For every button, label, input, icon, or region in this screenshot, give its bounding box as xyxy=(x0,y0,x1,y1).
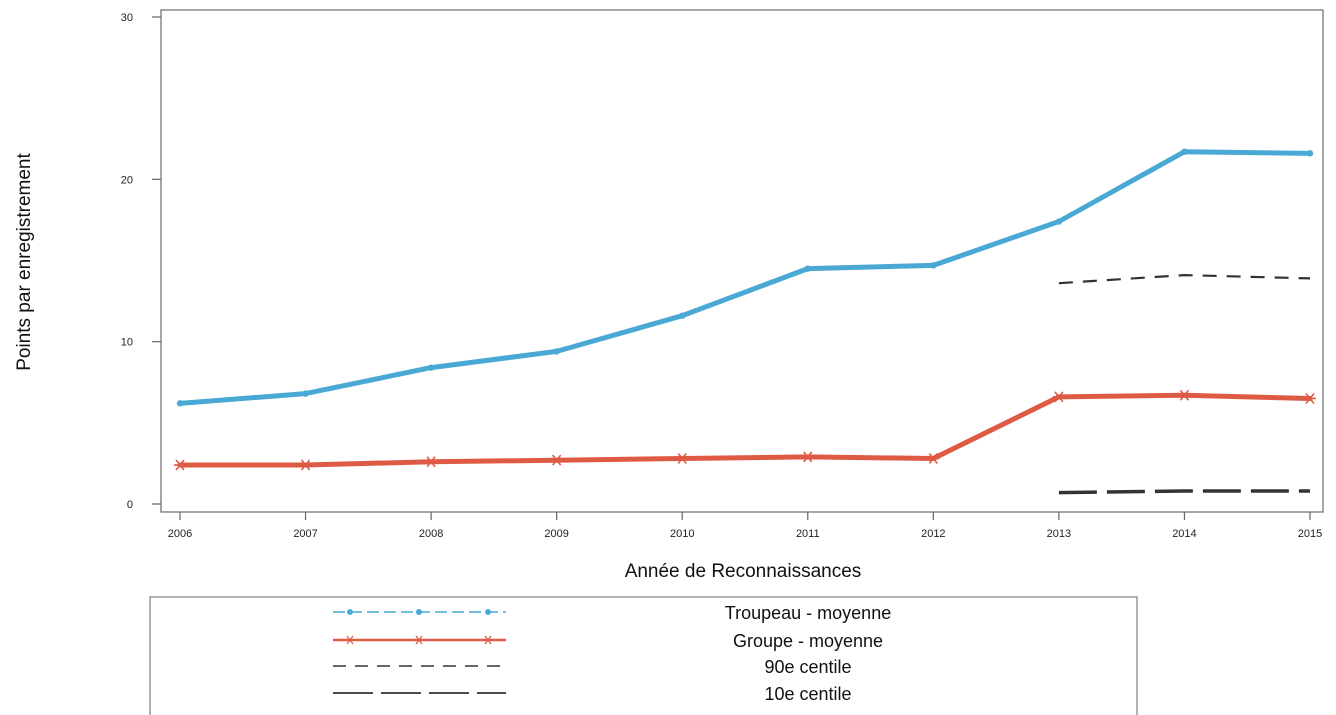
legend-label-4: 10e centile xyxy=(764,684,851,704)
x-tick-label: 2009 xyxy=(544,528,568,540)
series-2-point xyxy=(1178,389,1191,401)
y-tick-label: 10 xyxy=(121,337,133,349)
y-axis: 0 10 20 30 xyxy=(121,12,161,511)
series-line-3 xyxy=(1058,274,1311,285)
series-1-point xyxy=(930,262,937,269)
y-tick-label: 0 xyxy=(127,499,133,511)
y-tick-label: 20 xyxy=(121,174,133,186)
series-2-point xyxy=(550,454,563,466)
legend-label-2: Groupe - moyenne xyxy=(733,631,883,651)
x-tick-label: 2007 xyxy=(293,528,317,540)
legend-label-3: 90e centile xyxy=(764,657,851,677)
legend-swatch-marker xyxy=(416,609,422,615)
series-2-point xyxy=(1052,391,1065,403)
series-1-point xyxy=(302,390,309,397)
series-line-1 xyxy=(177,149,1313,406)
series-2-point xyxy=(174,459,186,471)
x-tick-label: 2012 xyxy=(921,528,945,540)
legend-swatch-marker xyxy=(485,609,491,615)
series-2-point xyxy=(299,459,312,471)
series-2-point xyxy=(425,456,438,468)
y-tick-label: 30 xyxy=(121,12,133,24)
series-line-4 xyxy=(1058,489,1310,495)
legend-swatch-marker xyxy=(347,609,353,615)
series-1-point xyxy=(427,364,435,371)
legend: Troupeau - moyenne Groupe - moyenne 90e ce… xyxy=(333,603,891,704)
series-2-point xyxy=(801,451,814,463)
plot-frame xyxy=(160,9,1324,513)
x-tick-label: 2010 xyxy=(670,528,694,540)
series-1-point xyxy=(176,400,184,407)
series-2-point xyxy=(927,453,940,465)
x-tick-label: 2013 xyxy=(1047,528,1071,540)
legend-label-1: Troupeau - moyenne xyxy=(725,603,891,623)
legend-swatch-marker xyxy=(483,635,493,645)
series-2-point xyxy=(676,453,689,465)
x-tick-label: 2011 xyxy=(796,528,820,540)
series-layer xyxy=(174,148,1316,495)
y-axis-title: Points par enregistrement xyxy=(14,153,35,371)
x-tick-label: 2014 xyxy=(1172,528,1196,540)
series-1-point xyxy=(804,265,811,272)
series-2-point xyxy=(1304,392,1316,404)
x-tick-label: 2006 xyxy=(168,528,192,540)
series-1-point xyxy=(1181,148,1188,155)
series-1-point xyxy=(1306,150,1314,157)
legend-box xyxy=(149,596,1138,715)
series-1-point xyxy=(553,348,560,355)
series-1-point xyxy=(1055,218,1063,225)
series-1-point xyxy=(679,312,686,319)
x-tick-label: 2015 xyxy=(1298,528,1322,540)
series-line-2 xyxy=(177,392,1313,468)
x-tick-label: 2008 xyxy=(419,528,443,540)
x-axis: 2006 2007 2008 2009 2010 2011 2012 2013 2014 2015 xyxy=(168,512,1322,540)
legend-swatch-marker xyxy=(345,635,355,645)
legend-swatch-marker xyxy=(414,635,424,645)
x-axis-title: Année de Reconnaissances xyxy=(625,561,862,582)
